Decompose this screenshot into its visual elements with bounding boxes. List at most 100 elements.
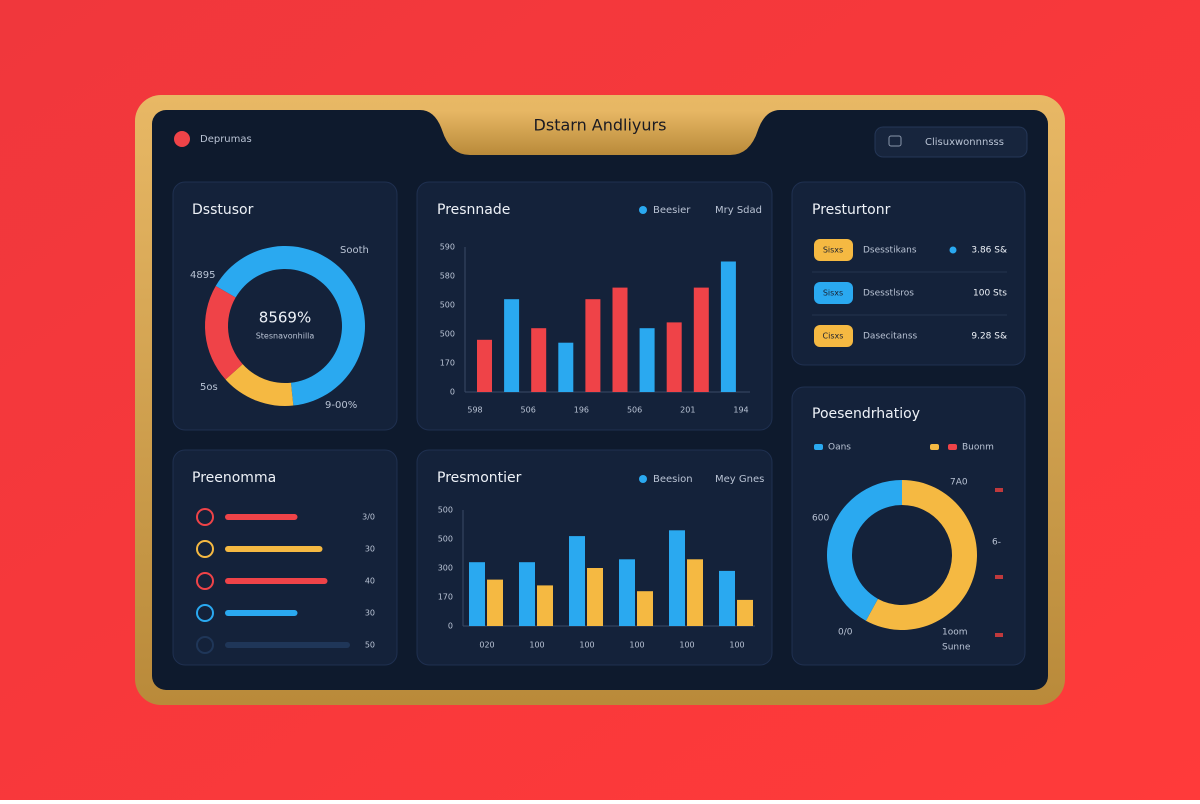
ring-label: 1oom: [942, 628, 968, 638]
pill: [814, 282, 853, 304]
x-tick-label: 506: [521, 406, 536, 415]
title-tab: [420, 110, 780, 155]
x-tick-label: 598: [467, 406, 482, 415]
y-tick-label: 170: [440, 359, 455, 368]
card-title: Presturtonr: [812, 202, 891, 218]
row-icon: [196, 604, 214, 622]
progress-label: 30: [365, 609, 375, 618]
donut-label: Sooth: [340, 245, 369, 256]
progress-bar: [225, 610, 298, 616]
y-tick-label: 500: [440, 301, 455, 310]
button-icon: [888, 135, 902, 147]
side-label: 6-: [992, 538, 1001, 548]
progress-label: 50: [365, 641, 375, 650]
x-tick-label: 020: [479, 641, 494, 650]
legend-label: Beesier: [653, 205, 691, 216]
ring-label: 0/0: [838, 628, 853, 638]
x-tick-label: 100: [579, 641, 594, 650]
bar: [666, 322, 682, 392]
donut-label: 5os: [200, 382, 218, 393]
x-tick-label: 100: [529, 641, 544, 650]
x-tick-label: 100: [679, 641, 694, 650]
y-tick-label: 170: [438, 593, 453, 602]
legend-label: Buonm: [962, 443, 994, 453]
donut-segment: [826, 480, 902, 621]
legend-swatch: [814, 444, 823, 450]
row-dot: [949, 246, 957, 254]
progress-bar: [225, 546, 323, 552]
app-title: Dstarn Andliyurs: [534, 116, 667, 135]
ring-label: 600: [812, 514, 829, 524]
y-tick-label: 500: [438, 535, 453, 544]
ring-label: 7A0: [950, 478, 968, 488]
progress-label: 30: [365, 545, 375, 554]
row-value: 3.86 S&: [971, 246, 1007, 256]
y-tick-label: 0: [450, 388, 455, 397]
pill-label: Sisxs: [823, 246, 843, 255]
legend-label: Oans: [828, 443, 851, 453]
donut-segment: [205, 286, 243, 380]
legend-swatch: [948, 444, 957, 450]
y-tick-label: 580: [440, 272, 455, 281]
row-value: 9.28 S&: [971, 332, 1007, 342]
card-title: Presnnade: [437, 202, 510, 218]
x-tick-label: 194: [733, 406, 748, 415]
y-tick-label: 0: [448, 622, 453, 631]
bar: [487, 579, 503, 626]
bar: [637, 591, 653, 626]
bar: [720, 261, 736, 392]
donut-label: 9-00%: [325, 400, 357, 411]
row-value: 100 Sts: [973, 289, 1007, 299]
top-button[interactable]: [874, 126, 1028, 158]
card-title: Presmontier: [437, 470, 522, 486]
bar: [639, 328, 655, 392]
pill-label: Cisxs: [823, 332, 844, 341]
bar: [477, 339, 492, 392]
x-tick-label: 100: [629, 641, 644, 650]
pill: [814, 239, 853, 261]
marker: [995, 633, 1003, 637]
x-tick-label: 506: [627, 406, 642, 415]
logo-icon: [174, 131, 190, 147]
row-icon: [196, 572, 214, 590]
y-tick-label: 300: [438, 564, 453, 573]
marker: [995, 575, 1003, 579]
row-name: Dasecitanss: [863, 332, 918, 342]
bar: [612, 287, 628, 392]
row-name: Dsesstlsros: [863, 289, 914, 299]
y-tick-label: 590: [440, 243, 455, 252]
legend-label: Mry Sdad: [715, 205, 762, 216]
progress-bar: [225, 578, 328, 584]
card: [791, 181, 1026, 366]
bar: [619, 559, 635, 626]
donut-label: 4895: [190, 270, 215, 281]
card-title: Poesendrhatioy: [812, 406, 920, 422]
progress-label: 40: [365, 577, 375, 586]
logo-text: Deprumas: [200, 134, 252, 145]
bar: [504, 299, 520, 392]
ring-label: Sunne: [942, 643, 971, 653]
row-icon: [196, 508, 214, 526]
card-title: Dsstusor: [192, 202, 254, 218]
marker: [995, 488, 1003, 492]
bar: [737, 599, 753, 626]
bar: [469, 562, 485, 626]
y-tick-label: 500: [440, 330, 455, 339]
bar: [537, 585, 553, 626]
legend-swatch: [930, 444, 939, 450]
progress-bar: [225, 642, 350, 648]
button-text[interactable]: Clisuxwonnnsss: [925, 137, 1004, 148]
legend-dot: [639, 206, 647, 214]
donut-segment: [225, 364, 294, 406]
bar: [687, 559, 703, 626]
side-markers: [995, 488, 1003, 637]
center-value: 8569%: [259, 309, 311, 327]
donut-segment: [215, 245, 366, 406]
bar: [531, 328, 547, 392]
x-tick-label: 196: [574, 406, 589, 415]
bar: [719, 570, 735, 626]
bar: [569, 536, 585, 626]
card-title: Preenomma: [192, 470, 276, 486]
center-label: Stesnavonhilla: [256, 332, 315, 341]
